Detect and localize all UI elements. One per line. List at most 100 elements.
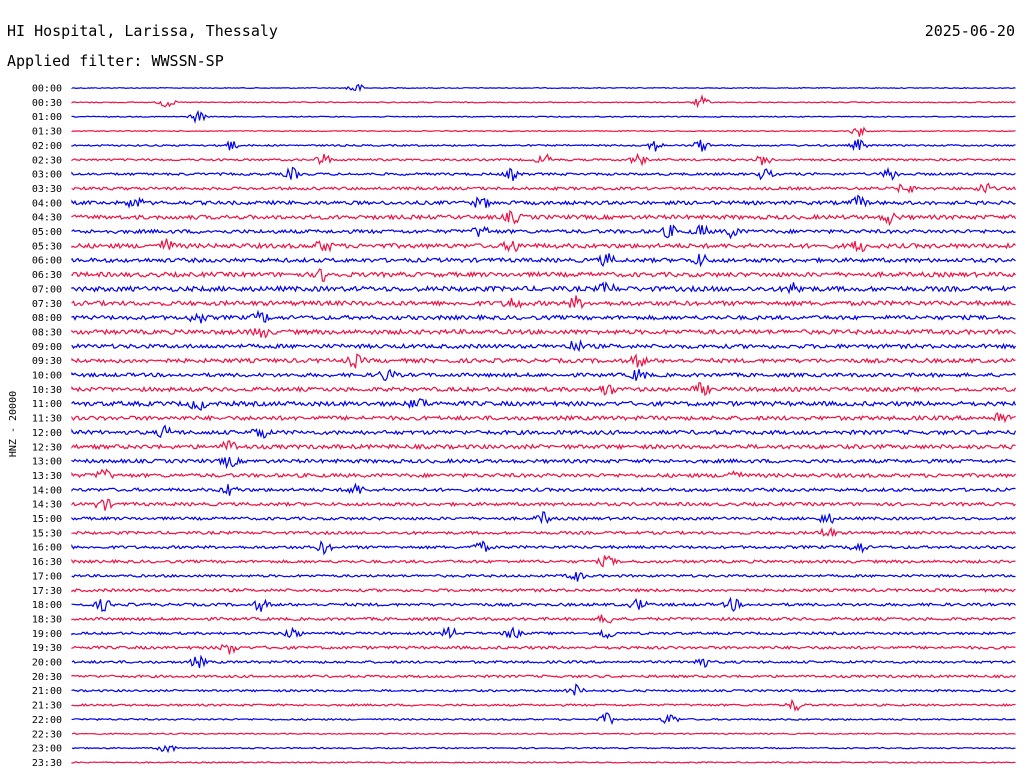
row-time-label: 14:30 (32, 500, 62, 511)
trace-line (71, 338, 1016, 352)
row-time-label: 18:30 (32, 614, 62, 625)
trace-line (71, 166, 1016, 182)
trace-line (71, 456, 1016, 470)
row-time-label: 05:00 (32, 227, 62, 238)
row-time-label: 05:30 (32, 241, 62, 252)
row-time-label: 01:00 (32, 112, 62, 123)
row-time-label: 08:30 (32, 327, 62, 338)
row-time-label: 07:30 (32, 299, 62, 310)
trace-line (71, 209, 1017, 227)
trace-line (71, 253, 1016, 268)
row-time-label: 04:30 (32, 213, 62, 224)
trace-line (71, 281, 1016, 295)
station-title: HI Hospital, Larissa, Thessaly (7, 22, 278, 40)
date-label: 2025-06-20 (925, 22, 1015, 40)
row-time-label: 12:00 (32, 428, 62, 439)
trace-line (71, 440, 1016, 451)
trace-line (71, 194, 1016, 209)
trace-line (71, 309, 1016, 324)
row-time-label: 08:00 (32, 313, 62, 324)
row-time-label: 17:00 (32, 571, 62, 582)
row-time-label: 19:30 (32, 643, 62, 654)
trace-line (71, 83, 1016, 93)
trace-line (71, 182, 1017, 194)
row-time-label: 12:30 (32, 442, 62, 453)
trace-line (71, 698, 1016, 712)
trace-line (71, 109, 1016, 124)
trace-line (71, 139, 1016, 152)
trace-line (71, 382, 1017, 397)
trace-line (71, 761, 1016, 764)
trace-line (71, 596, 1016, 612)
row-time-label: 07:00 (32, 284, 62, 295)
filter-label: Applied filter: WWSSN-SP (7, 52, 224, 70)
row-time-label: 04:00 (32, 198, 62, 209)
row-time-label: 06:30 (32, 270, 62, 281)
trace-rows: 00:00 00:30 01:00 01:30 02:00 02:30 03:00 03:30… (32, 83, 1017, 769)
trace-line (71, 353, 1016, 369)
row-time-label: 03:30 (32, 184, 62, 195)
row-time-label: 19:00 (32, 629, 62, 640)
trace-line (71, 152, 1016, 167)
row-time-label: 16:00 (32, 543, 62, 554)
trace-line (71, 238, 1016, 253)
trace-line (71, 412, 1016, 424)
trace-line (71, 626, 1016, 640)
row-time-label: 01:30 (32, 127, 62, 138)
trace-line (71, 126, 1016, 137)
trace-line (71, 424, 1017, 439)
row-time-label: 02:00 (32, 141, 62, 152)
row-time-label: 21:00 (32, 686, 62, 697)
trace-line (71, 587, 1016, 593)
row-time-label: 10:00 (32, 371, 62, 382)
row-time-label: 15:00 (32, 514, 62, 525)
row-time-label: 14:00 (32, 485, 62, 496)
row-time-label: 11:00 (32, 399, 62, 410)
trace-line (71, 482, 1016, 496)
trace-line (71, 268, 1016, 283)
row-time-label: 13:00 (32, 457, 62, 468)
row-time-label: 02:30 (32, 155, 62, 166)
trace-line (71, 555, 1016, 568)
row-time-label: 22:30 (32, 729, 62, 740)
trace-line (71, 468, 1016, 480)
row-time-label: 18:00 (32, 600, 62, 611)
trace-line (71, 654, 1016, 669)
trace-line (71, 498, 1016, 511)
trace-line (71, 511, 1016, 525)
trace-line (71, 643, 1016, 655)
row-time-label: 09:00 (32, 342, 62, 353)
trace-line (71, 328, 1016, 339)
trace-line (71, 571, 1016, 582)
trace-line (71, 614, 1016, 624)
row-time-label: 06:00 (32, 256, 62, 267)
trace-line (71, 732, 1016, 736)
row-time-label: 10:30 (32, 385, 62, 396)
row-time-label: 20:00 (32, 658, 62, 669)
row-time-label: 00:30 (32, 98, 62, 109)
row-time-label: 23:30 (32, 758, 62, 769)
row-time-label: 20:30 (32, 672, 62, 683)
trace-line (71, 683, 1016, 696)
row-time-label: 09:30 (32, 356, 62, 367)
trace-line (71, 368, 1016, 382)
row-time-label: 23:00 (32, 744, 62, 755)
row-time-label: 15:30 (32, 528, 62, 539)
row-time-label: 11:30 (32, 414, 62, 425)
row-time-label: 16:30 (32, 557, 62, 568)
row-time-label: 13:30 (32, 471, 62, 482)
trace-line (71, 744, 1016, 754)
trace-line (71, 223, 1016, 240)
trace-line (71, 712, 1016, 726)
row-time-label: 22:00 (32, 715, 62, 726)
row-time-label: 21:30 (32, 701, 62, 712)
trace-line (71, 94, 1016, 109)
trace-line (71, 295, 1016, 310)
row-time-label: 00:00 (32, 84, 62, 95)
trace-line (71, 540, 1016, 556)
trace-line (71, 526, 1016, 537)
row-time-label: 17:30 (32, 586, 62, 597)
y-axis-label: HNZ - 20000 (8, 391, 19, 457)
row-time-label: 03:00 (32, 170, 62, 181)
